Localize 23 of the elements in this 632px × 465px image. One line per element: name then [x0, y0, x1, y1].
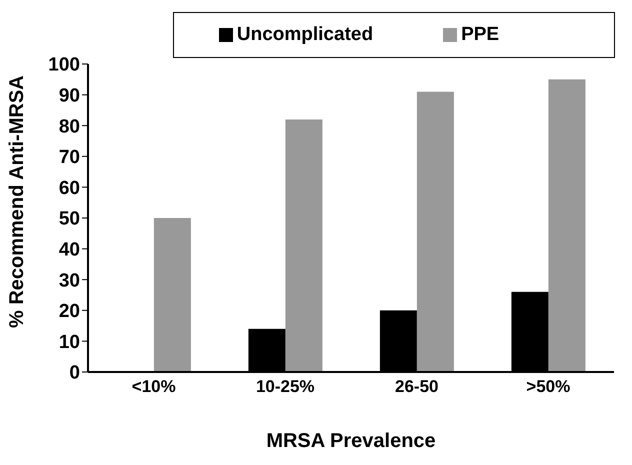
y-tick-label: 60 [58, 178, 80, 199]
y-tick-label: 50 [58, 208, 80, 230]
bar [154, 218, 191, 372]
y-tick-label: 30 [58, 270, 80, 292]
y-tick-label: 100 [48, 54, 80, 76]
y-tick-label: 0 [69, 362, 80, 384]
y-tick-label: 40 [58, 240, 80, 261]
y-tick-label: 20 [58, 301, 80, 322]
y-axis-title: % Recommend Anti-MRSA [6, 75, 28, 328]
x-tick-label: 26-50 [395, 377, 438, 396]
bar [416, 92, 454, 372]
x-axis-title: MRSA Prevalence [266, 430, 436, 452]
y-tick-label: 10 [58, 332, 80, 353]
y-tick-label: 90 [58, 86, 80, 107]
x-tick-label: <10% [132, 377, 176, 396]
bar [285, 119, 322, 372]
y-tick-label: 70 [58, 147, 80, 168]
bar [548, 79, 586, 372]
y-tick-label: 80 [58, 116, 80, 138]
legend-label: Uncomplicated [236, 24, 374, 45]
x-tick-label: 10-25% [256, 377, 315, 396]
legend-label: PPE [461, 24, 500, 45]
x-tick-label: >50% [526, 377, 570, 396]
